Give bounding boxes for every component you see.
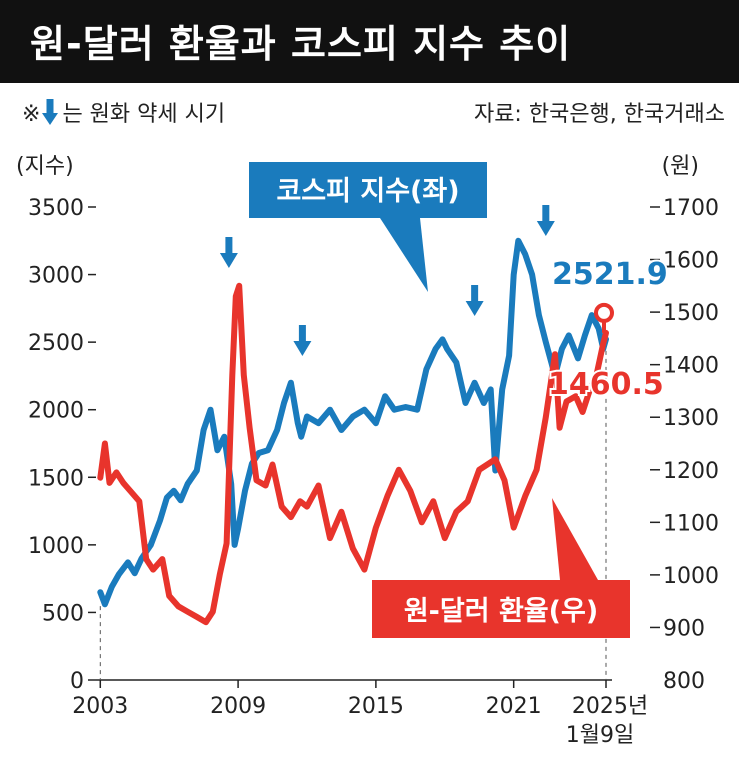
legend-note: ※ 는 원화 약세 시기 — [22, 96, 225, 131]
x-tick-label: 2015 — [348, 694, 404, 719]
x-tick-label: 2003 — [72, 694, 128, 719]
left-axis-unit: (지수) — [16, 154, 74, 179]
note-text: 는 원화 약세 시기 — [62, 102, 226, 127]
x-tick-label: 2009 — [210, 694, 266, 719]
x-tick-label: 2021 — [486, 694, 542, 719]
left-tick-label: 2500 — [28, 331, 84, 356]
right-tick-label: 800 — [663, 669, 705, 694]
title-bar: 원-달러 환율과 코스피 지수 추이 — [0, 0, 739, 83]
fx-callout-box — [372, 580, 630, 638]
left-tick-label: 500 — [42, 601, 84, 626]
note-prefix: ※ — [22, 102, 41, 127]
right-tick-label: 1400 — [663, 354, 719, 379]
fx-callout-pointer — [552, 498, 598, 580]
series-line-fx — [97, 282, 609, 626]
right-tick-label: 900 — [663, 616, 705, 641]
x-end-label-date: 1월9일 — [566, 723, 634, 748]
right-tick-label: 1500 — [663, 301, 719, 326]
right-axis-unit: (원) — [661, 154, 699, 179]
page-title: 원-달러 환율과 코스피 지수 추이 — [30, 22, 572, 66]
x-end-label-year: 2025년 — [572, 694, 648, 719]
right-tick-label: 1600 — [663, 249, 719, 274]
kospi-last-value: 2521.9 — [552, 257, 668, 292]
right-tick-label: 1200 — [663, 459, 719, 484]
right-tick-label: 1100 — [663, 511, 719, 536]
left-tick-label: 1000 — [28, 534, 84, 559]
left-tick-label: 3000 — [28, 264, 84, 289]
left-tick-label: 0 — [70, 669, 84, 694]
series-line-kospi — [97, 237, 609, 608]
down-arrow-icon — [536, 205, 555, 236]
right-tick-label: 1300 — [663, 406, 719, 431]
right-tick-label: 1000 — [663, 564, 719, 589]
fx-end-marker — [594, 302, 614, 323]
down-arrow-icon — [465, 285, 484, 316]
left-tick-label: 3500 — [28, 196, 84, 221]
down-arrow-icon — [219, 237, 238, 268]
kospi-callout-box — [249, 162, 487, 218]
right-tick-label: 1700 — [663, 196, 719, 221]
down-arrow-icon — [42, 99, 59, 131]
kospi-callout-pointer — [380, 218, 428, 292]
left-tick-label: 1500 — [28, 466, 84, 491]
source-note: 자료: 한국은행, 한국거래소 — [473, 102, 725, 127]
fx-callout-label: 원-달러 환율(우) — [404, 596, 598, 627]
left-tick-label: 2000 — [28, 399, 84, 424]
down-arrow-icon — [293, 325, 312, 356]
kospi-callout-label: 코스피 지수(좌) — [276, 176, 459, 207]
fx-last-value: 1460.5 — [548, 367, 664, 402]
